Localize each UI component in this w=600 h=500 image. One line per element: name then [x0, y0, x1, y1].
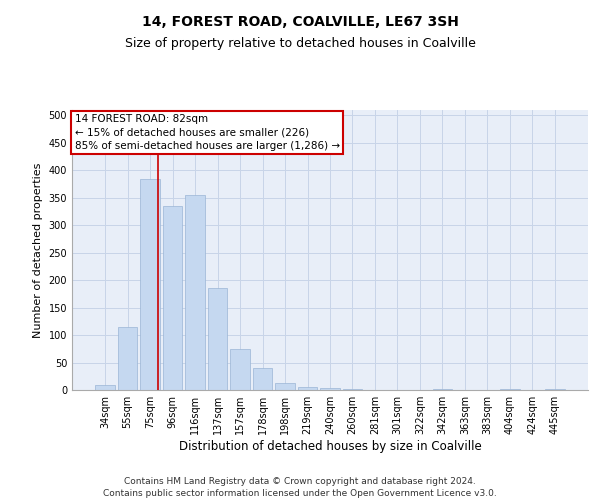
Bar	[320, 388, 340, 390]
Bar	[185, 195, 205, 390]
Text: 14, FOREST ROAD, COALVILLE, LE67 3SH: 14, FOREST ROAD, COALVILLE, LE67 3SH	[142, 15, 458, 29]
Bar	[275, 384, 295, 390]
Bar	[253, 368, 272, 390]
Bar	[208, 288, 227, 390]
Text: 14 FOREST ROAD: 82sqm
← 15% of detached houses are smaller (226)
85% of semi-det: 14 FOREST ROAD: 82sqm ← 15% of detached …	[74, 114, 340, 150]
Bar	[95, 384, 115, 390]
Bar	[230, 349, 250, 390]
Bar	[500, 389, 520, 390]
Bar	[433, 389, 452, 390]
Text: Size of property relative to detached houses in Coalville: Size of property relative to detached ho…	[125, 38, 475, 51]
Text: Contains HM Land Registry data © Crown copyright and database right 2024.
Contai: Contains HM Land Registry data © Crown c…	[103, 476, 497, 498]
Bar	[140, 178, 160, 390]
Bar	[545, 389, 565, 390]
Bar	[298, 386, 317, 390]
Y-axis label: Number of detached properties: Number of detached properties	[33, 162, 43, 338]
Bar	[163, 206, 182, 390]
X-axis label: Distribution of detached houses by size in Coalville: Distribution of detached houses by size …	[179, 440, 481, 453]
Bar	[118, 327, 137, 390]
